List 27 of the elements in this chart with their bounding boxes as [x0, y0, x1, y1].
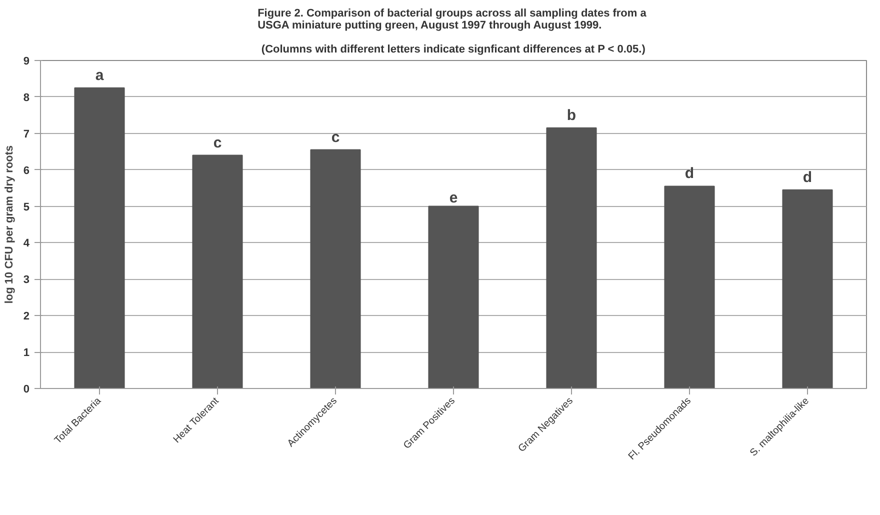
- y-tick-label: 1: [23, 347, 30, 360]
- annotation: d: [684, 165, 694, 182]
- y-tick-label: 7: [23, 128, 30, 140]
- chart-title: Figure 2. Comparison of bacterial groups across all sampling dates from a USGA miniature putting green, August 1997 through August 1999.: [258, 8, 648, 32]
- y-tick-label: 0: [23, 384, 30, 396]
- annotation: e: [449, 189, 458, 206]
- y-tick-label: 4: [23, 238, 30, 250]
- y-tick-label: 3: [23, 274, 30, 286]
- y-axis-title: log 10 CFU per gram dry roots: [3, 145, 16, 304]
- y-tick-label: 8: [23, 92, 30, 104]
- y-tick-label: 6: [23, 164, 30, 177]
- bar: [664, 186, 715, 388]
- y-tick-label: 2: [23, 310, 30, 323]
- bar: [782, 189, 833, 388]
- bar: [428, 206, 479, 388]
- bar: [546, 127, 597, 388]
- annotation: c: [213, 134, 222, 152]
- bar: [192, 154, 243, 388]
- annotation: c: [331, 128, 340, 146]
- bar: [74, 87, 125, 388]
- annotation: d: [802, 168, 812, 186]
- annotation: b: [566, 106, 576, 124]
- chart-subtitle: (Columns with different letters indicate signficant differences at P < 0.05.): [261, 44, 646, 56]
- bar: [310, 149, 361, 388]
- y-tick-label: 9: [23, 56, 30, 68]
- annotation: a: [95, 66, 104, 84]
- y-tick-label: 5: [23, 201, 30, 214]
